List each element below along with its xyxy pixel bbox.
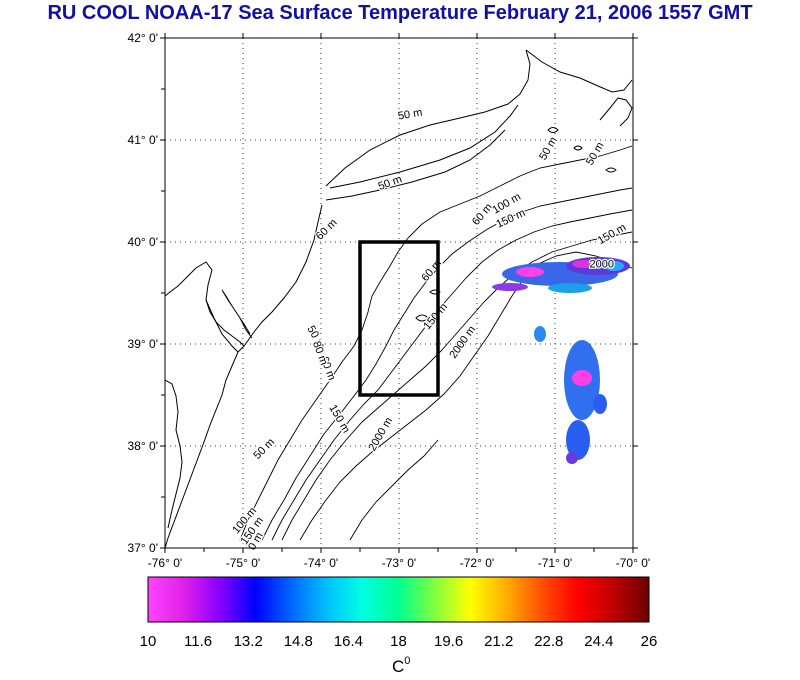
colorbar: [147, 576, 650, 623]
contour-100m: [271, 209, 633, 541]
sst-patch-south-magenta: [572, 370, 592, 386]
colorbar-tick-label: 10: [140, 633, 157, 650]
sst-patch-north-cyan-2: [604, 261, 624, 271]
grid-lines: [165, 38, 633, 548]
contour-closed-1: [415, 314, 429, 322]
nj-coast: [164, 204, 323, 347]
contour-150m: [281, 231, 633, 541]
colorbar-tick-label: 21.2: [484, 633, 513, 650]
delaware-bay: [205, 299, 239, 353]
lat-tick-label: 39° 0': [128, 337, 158, 351]
bathymetry-contours: [239, 127, 633, 541]
contour-closed-4: [605, 167, 617, 173]
lon-tick-label: -71° 0': [538, 556, 572, 570]
chesapeake-east: [164, 379, 183, 529]
sst-patch-south-upper: [534, 326, 546, 342]
lat-tick-label: 42° 0': [128, 31, 158, 45]
lon-tick-label: -76° 0': [148, 556, 182, 570]
unit-text: C: [392, 657, 404, 676]
colorbar-unit-label: C0: [392, 655, 410, 676]
lat-tick-label: 41° 0': [128, 133, 158, 147]
contour-label: 50 m: [397, 107, 423, 123]
colorbar-tick-labels: 10 11.6 13.2 14.8 16.4 18 19.6 21.2 22.8 24.4 26: [140, 633, 658, 650]
latitude-labels: 37° 0' 38° 0' 39° 0' 40° 0' 41° 0' 42° 0': [128, 31, 158, 555]
contour-2000m: [299, 251, 633, 541]
new-england-coast: [525, 49, 633, 93]
map-title-text: RU COOL NOAA-17 Sea Surface Temperature …: [47, 2, 753, 24]
study-area-box: [358, 240, 440, 397]
colorbar-tick-label: 26: [641, 633, 658, 650]
sst-patch-north-magenta-2: [572, 260, 596, 268]
sst-patch-north-magenta: [516, 267, 544, 277]
lon-tick-label: -74° 0': [304, 556, 338, 570]
sst-patch-south-tip: [566, 452, 578, 464]
lat-tick-label: 38° 0': [128, 439, 158, 453]
colorbar-tick-label: 16.4: [334, 633, 363, 650]
contour-2000m-inner: [349, 439, 439, 541]
lon-tick-label: -75° 0': [226, 556, 260, 570]
lat-tick-label: 40° 0': [128, 235, 158, 249]
colorbar-tick-label: 18: [390, 633, 407, 650]
map-title: RU COOL NOAA-17 Sea Surface Temperature …: [0, 2, 800, 25]
coastline: [164, 49, 633, 549]
contour-50m: [239, 145, 633, 541]
sst-patch-south-side: [593, 394, 607, 414]
cape-cod: [599, 97, 633, 127]
lat-tick-label: 37° 0': [128, 541, 158, 555]
sst-patch-north-cyan: [548, 283, 592, 293]
colorbar-tick-label: 22.8: [534, 633, 563, 650]
contour-closed-3: [573, 145, 583, 151]
inner-bay: [221, 289, 253, 339]
lon-tick-label: -73° 0': [382, 556, 416, 570]
colorbar-tick-label: 14.8: [284, 633, 313, 650]
colorbar-tick-label: 13.2: [234, 633, 263, 650]
contour-60m: [261, 187, 633, 541]
unit-superscript: 0: [404, 655, 410, 667]
sst-data-patches: [492, 257, 630, 464]
long-island-south: [329, 104, 519, 189]
colorbar-tick-label: 19.6: [434, 633, 463, 650]
colorbar-tick-label: 24.4: [584, 633, 613, 650]
delmarva-coast: [164, 345, 245, 549]
colorbar-tick-label: 11.6: [184, 633, 212, 650]
lon-tick-label: -70° 0': [616, 556, 650, 570]
longitude-labels: -76° 0' -75° 0' -74° 0' -73° 0' -72° 0' -71° …: [148, 556, 650, 570]
sst-patch-west-strip: [492, 283, 528, 291]
contour-closed-2: [547, 127, 559, 133]
long-island-north: [325, 49, 531, 187]
axis-ticks: [160, 33, 638, 553]
long-island-shore: [325, 129, 506, 201]
contour-closed-5: [429, 289, 441, 295]
lon-tick-label: -72° 0': [460, 556, 494, 570]
sst-patch-south-lower: [566, 420, 590, 460]
contour-label: 2000: [590, 259, 614, 271]
